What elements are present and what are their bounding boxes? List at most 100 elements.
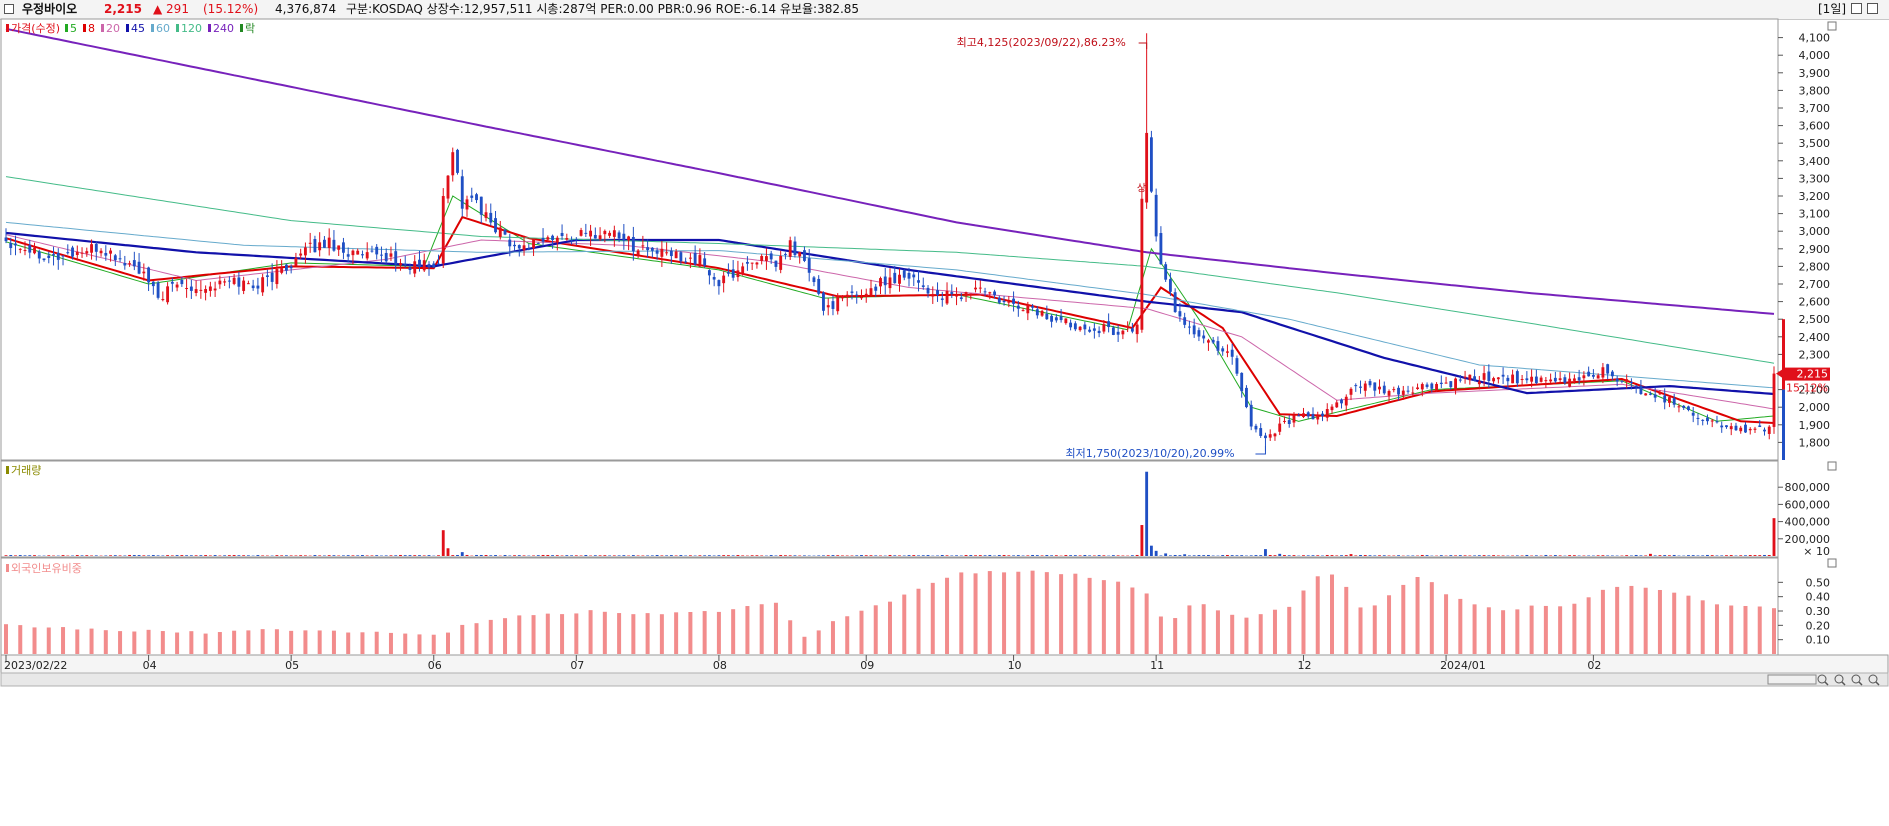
volume-bar <box>836 555 840 556</box>
foreign-ownership-bar <box>1629 585 1634 654</box>
volume-panel-settings-icon[interactable] <box>1827 461 1837 471</box>
candle <box>1530 369 1534 388</box>
volume-bar <box>1572 555 1576 556</box>
candle <box>1439 375 1443 389</box>
candle <box>256 277 260 295</box>
candle <box>617 230 621 243</box>
candle <box>1002 295 1006 306</box>
candle <box>1382 381 1386 395</box>
candle <box>9 237 13 256</box>
candle <box>893 265 897 284</box>
foreign-ownership-bar <box>446 632 450 654</box>
volume-bar <box>1515 555 1519 556</box>
price-panel[interactable] <box>0 18 1779 461</box>
candle <box>1397 385 1400 401</box>
volume-bar <box>1340 555 1343 556</box>
candle <box>451 147 455 182</box>
panel-checkbox-icon[interactable] <box>4 4 14 14</box>
foreign-tick-label: 0.50 <box>1806 576 1831 589</box>
candle <box>1658 390 1662 396</box>
candle <box>1639 379 1643 395</box>
candle <box>351 249 355 265</box>
restore-icon[interactable] <box>1851 3 1862 14</box>
candle <box>698 248 702 268</box>
volume-bar <box>294 555 298 556</box>
candle <box>232 273 236 286</box>
candle <box>475 192 478 204</box>
volume-bar <box>1016 555 1020 556</box>
volume-bar <box>213 555 217 556</box>
candle <box>1021 307 1025 312</box>
candle <box>959 292 963 302</box>
zoom-out-icon[interactable] <box>1834 674 1846 686</box>
volume-bar <box>1292 555 1296 556</box>
scroll-range-slider[interactable] <box>1767 674 1817 685</box>
candle <box>536 242 540 244</box>
foreign-ownership-bar <box>1501 610 1506 654</box>
zoom-fit-icon[interactable] <box>1868 674 1880 686</box>
volume-bar <box>47 555 51 556</box>
volume-bar <box>422 555 426 556</box>
volume-bar <box>698 555 702 556</box>
foreign-tick-label: 0.10 <box>1806 634 1831 647</box>
candle <box>1534 369 1538 385</box>
volume-bar <box>1287 555 1291 556</box>
volume-legend-swatch <box>6 466 9 474</box>
candle <box>1064 318 1068 325</box>
horizontal-scrollbar[interactable] <box>0 672 1889 687</box>
volume-bar <box>1254 555 1258 556</box>
volume-bar <box>408 555 412 556</box>
volume-bar <box>593 555 597 556</box>
foreign-ownership-bar <box>1615 586 1620 654</box>
candle <box>1387 389 1391 404</box>
volume-bar <box>1487 555 1491 556</box>
candle <box>1126 321 1130 333</box>
candle <box>170 277 174 292</box>
volume-bar <box>574 555 578 556</box>
volume-bar <box>232 555 236 556</box>
foreign-ownership-bar <box>1429 582 1434 654</box>
foreign-ownership-bar <box>731 609 736 654</box>
candle <box>1097 326 1101 338</box>
candle <box>760 254 764 265</box>
candle <box>779 250 783 274</box>
legend-swatch <box>240 24 243 32</box>
foreign-ownership-bar <box>602 611 607 654</box>
volume-bar <box>736 555 740 556</box>
price-panel-settings-icon[interactable] <box>1827 21 1837 31</box>
foreign-panel-settings-icon[interactable] <box>1827 558 1837 568</box>
candle <box>422 253 426 272</box>
candle <box>1734 422 1738 431</box>
foreign-ownership-bar <box>46 627 51 654</box>
foreign-tick-label: 0.20 <box>1806 619 1831 632</box>
volume-bar <box>517 555 521 556</box>
volume-bar <box>1306 555 1310 556</box>
zoom-reset-icon[interactable] <box>1851 674 1863 686</box>
volume-bar <box>261 555 265 556</box>
close-icon[interactable] <box>1867 3 1878 14</box>
volume-bar <box>622 555 626 556</box>
candle <box>1487 364 1491 388</box>
volume-bar <box>726 555 730 556</box>
volume-bar <box>926 555 930 556</box>
candle <box>1216 336 1220 356</box>
candle <box>1701 419 1705 426</box>
candle <box>498 220 502 240</box>
candle <box>940 291 944 307</box>
candle <box>23 241 27 256</box>
candle <box>769 250 773 264</box>
volume-bar <box>437 555 440 556</box>
volume-bar <box>1691 555 1695 556</box>
foreign-ownership-bar <box>930 582 935 654</box>
period-selector[interactable]: [1일] <box>1818 2 1847 16</box>
volume-bar <box>18 555 22 556</box>
zoom-in-icon[interactable] <box>1817 674 1829 686</box>
candle <box>655 247 659 260</box>
candle <box>1259 423 1263 438</box>
legend-swatch <box>176 24 179 32</box>
volume-panel[interactable] <box>0 460 1779 558</box>
volume-bar <box>803 555 806 556</box>
volume-bar <box>128 554 131 556</box>
candle <box>741 262 745 276</box>
